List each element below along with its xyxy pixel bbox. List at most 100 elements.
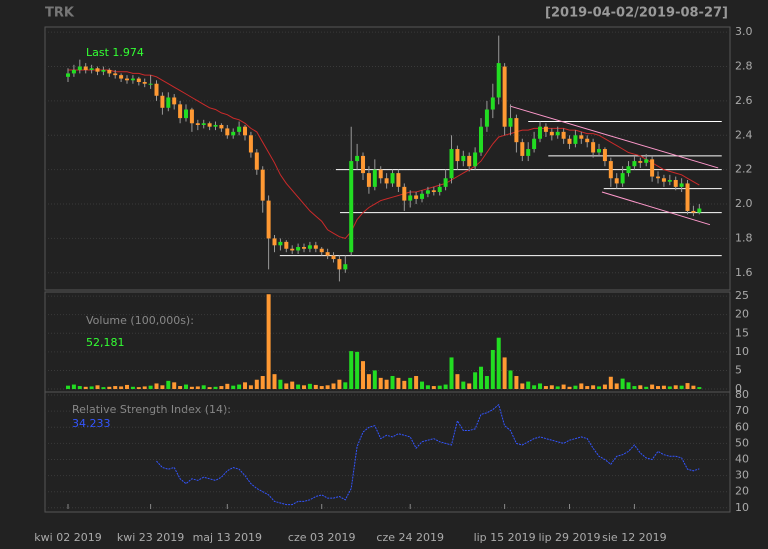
- candle-body: [372, 169, 377, 187]
- candle-body: [443, 178, 448, 187]
- candle-body: [107, 69, 112, 74]
- volume-bar: [697, 387, 702, 390]
- candle-body: [449, 149, 454, 179]
- volume-bar: [231, 385, 236, 390]
- volume-bar: [372, 370, 377, 390]
- volume-bar: [667, 386, 672, 390]
- chart-title: TRK: [45, 6, 75, 21]
- candle-body: [673, 179, 678, 187]
- volume-bar: [591, 385, 596, 390]
- volume-bar: [237, 384, 242, 390]
- x-tick-label: kwi 02 2019: [34, 531, 101, 544]
- volume-bar: [484, 376, 489, 390]
- volume-bar: [431, 386, 436, 390]
- volume-bar: [71, 384, 76, 390]
- candle-body: [213, 124, 218, 127]
- volume-bar: [638, 385, 643, 390]
- candle-body: [502, 66, 507, 127]
- candle-body: [361, 155, 366, 174]
- candle-body: [661, 178, 666, 182]
- volume-bar: [207, 387, 212, 390]
- volume-bar: [632, 386, 637, 390]
- candle-body: [414, 195, 419, 199]
- candle-body: [343, 264, 348, 270]
- candle-body: [331, 255, 336, 260]
- candle-body: [71, 69, 76, 74]
- candle-body: [620, 173, 625, 184]
- volume-bar: [390, 376, 395, 390]
- candle-body: [313, 245, 318, 249]
- candle-body: [296, 247, 301, 251]
- volume-bar: [349, 351, 354, 390]
- candle-body: [549, 131, 554, 136]
- volume-bar: [437, 385, 442, 390]
- candle-body: [130, 78, 135, 81]
- y-tick-label: 60: [735, 420, 749, 433]
- candle-body: [355, 155, 360, 162]
- volume-bar: [107, 386, 112, 390]
- candle-body: [591, 142, 596, 153]
- candle-body: [154, 83, 159, 96]
- candle-body: [243, 126, 248, 136]
- candle-body: [638, 161, 643, 163]
- volume-bar: [142, 386, 147, 390]
- candle-body: [195, 123, 200, 125]
- candle-body: [231, 131, 236, 136]
- volume-bar: [260, 376, 265, 390]
- volume-bar: [66, 385, 71, 390]
- y-tick-label: 3.0: [735, 25, 753, 38]
- volume-bar: [443, 384, 448, 390]
- volume-bar: [119, 386, 124, 390]
- volume-bar: [384, 379, 389, 390]
- candle-body: [302, 247, 307, 249]
- volume-bar: [290, 381, 295, 390]
- volume-bar: [414, 376, 419, 390]
- volume-bar: [425, 385, 430, 390]
- candle-body: [119, 75, 124, 79]
- volume-bar: [573, 385, 578, 390]
- volume-bar: [549, 385, 554, 390]
- date-range: [2019-04-02/2019-08-27]: [545, 6, 728, 21]
- volume-bar: [319, 386, 324, 390]
- candle-body: [319, 248, 324, 253]
- candle-body: [89, 68, 94, 70]
- volume-bar: [490, 349, 495, 390]
- volume-bar: [83, 386, 88, 390]
- candle-body: [632, 161, 637, 167]
- volume-bar: [626, 382, 631, 390]
- volume-bar: [331, 383, 336, 390]
- volume-bar: [284, 383, 289, 390]
- rsi-line: [156, 403, 700, 506]
- moving-average: [68, 69, 700, 239]
- candle-body: [508, 118, 513, 127]
- candle-body: [520, 142, 525, 156]
- candle-body: [125, 78, 130, 81]
- volume-bar: [361, 361, 366, 390]
- candle-body: [219, 124, 224, 129]
- y-tick-label: 1.8: [735, 231, 753, 244]
- candle-body: [555, 131, 560, 136]
- candle-body: [77, 66, 82, 70]
- candle-body: [113, 73, 118, 76]
- volume-bar: [248, 385, 253, 390]
- candle-body: [290, 248, 295, 251]
- candle-body: [272, 238, 277, 246]
- volume-bar: [408, 377, 413, 390]
- x-tick-label: kwi 23 2019: [117, 531, 184, 544]
- volume-bar: [219, 386, 224, 390]
- volume-bar: [685, 383, 690, 390]
- candle-body: [685, 183, 690, 211]
- candle-body: [384, 178, 389, 184]
- candle-body: [172, 97, 177, 105]
- volume-bar: [278, 379, 283, 390]
- y-tick-label: 40: [735, 452, 749, 465]
- x-tick-label: cze 03 2019: [288, 531, 356, 544]
- y-tick-label: 2.8: [735, 60, 753, 73]
- volume-bar: [656, 386, 661, 390]
- volume-bar: [130, 386, 135, 390]
- candle-body: [425, 190, 430, 194]
- candle-body: [207, 123, 212, 127]
- candle-body: [626, 166, 631, 174]
- volume-bar: [532, 385, 537, 390]
- volume-bar: [213, 386, 218, 390]
